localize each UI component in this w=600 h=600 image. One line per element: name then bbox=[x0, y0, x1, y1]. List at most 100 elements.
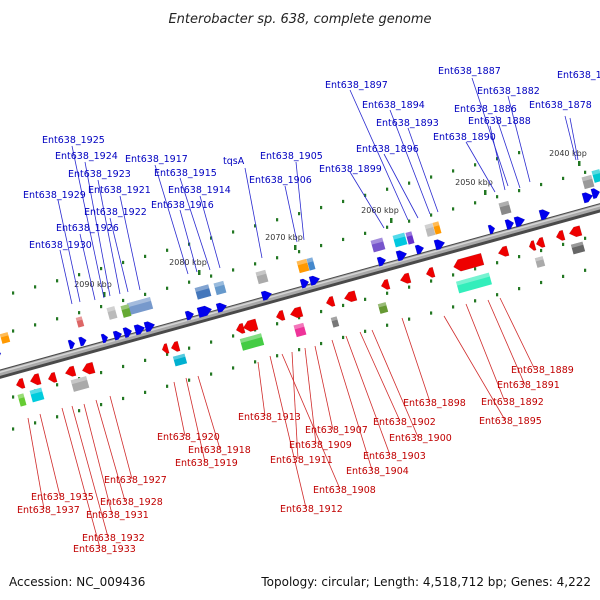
forward-gene-label[interactable]: Ent638_1915 bbox=[154, 168, 217, 179]
forward-gene-label[interactable]: tqsA bbox=[223, 156, 245, 167]
reverse-gene-label[interactable]: Ent638_1932 bbox=[82, 533, 145, 544]
forward-gene-arrow[interactable] bbox=[376, 256, 387, 267]
reverse-gene-arrow[interactable] bbox=[161, 343, 170, 354]
reverse-gene-label[interactable]: Ent638_1913 bbox=[238, 412, 301, 423]
forward-gene-label[interactable]: Ent638_1914 bbox=[168, 185, 231, 196]
reverse-gene-arrow[interactable] bbox=[555, 229, 566, 242]
forward-gene-arrow[interactable] bbox=[590, 187, 600, 200]
forward-gene-arrow[interactable] bbox=[299, 278, 310, 289]
forward-gene-label[interactable]: Ent638_1877 bbox=[557, 70, 600, 81]
forward-gene-arrow[interactable] bbox=[414, 244, 425, 255]
forward-gene-label[interactable]: Ent638_1890 bbox=[433, 132, 496, 143]
reverse-gene-label[interactable]: Ent638_1918 bbox=[188, 445, 251, 456]
forward-gene-label[interactable]: Ent638_1925 bbox=[42, 135, 105, 146]
reverse-gene-arrow[interactable] bbox=[380, 278, 391, 291]
forward-gene-label[interactable]: Ent638_1916 bbox=[151, 200, 214, 211]
forward-gene-label[interactable]: Ent638_1917 bbox=[125, 154, 188, 165]
reverse-gene-label[interactable]: Ent638_1904 bbox=[346, 466, 409, 477]
forward-gene-arrow[interactable] bbox=[581, 191, 594, 204]
reverse-gene-arrow[interactable] bbox=[47, 371, 58, 384]
forward-gene-arrow[interactable] bbox=[100, 333, 109, 344]
reverse-gene-label[interactable]: Ent638_1889 bbox=[511, 365, 574, 376]
forward-gene-label[interactable]: Ent638_1887 bbox=[438, 66, 501, 77]
reverse-gene-arrow[interactable] bbox=[399, 272, 412, 285]
reverse-gene-arrow[interactable] bbox=[235, 322, 246, 335]
forward-gene-arrow[interactable] bbox=[143, 320, 156, 333]
forward-gene-label[interactable]: Ent638_1926 bbox=[56, 223, 119, 234]
forward-gene-label[interactable]: Ent638_1886 bbox=[454, 104, 517, 115]
forward-gene-label[interactable]: Ent638_1922 bbox=[84, 207, 147, 218]
feature-box bbox=[306, 257, 316, 271]
reverse-gene-arrow[interactable] bbox=[568, 225, 583, 239]
forward-gene-label[interactable]: Ent638_1888 bbox=[468, 116, 531, 127]
reverse-gene-label[interactable]: Ent638_1908 bbox=[313, 485, 376, 496]
forward-gene-arrow[interactable] bbox=[308, 274, 321, 286]
forward-gene-label[interactable]: Ent638_1893 bbox=[376, 118, 439, 129]
reverse-gene-arrow[interactable] bbox=[289, 306, 304, 320]
reverse-gene-arrow[interactable] bbox=[29, 373, 42, 386]
forward-gene-arrow[interactable] bbox=[196, 304, 213, 318]
reverse-gene-label[interactable]: Ent638_1900 bbox=[389, 433, 452, 444]
forward-gene-arrow[interactable] bbox=[133, 323, 146, 336]
forward-gene-arrow[interactable] bbox=[112, 330, 123, 341]
reverse-gene-label[interactable]: Ent638_1907 bbox=[305, 425, 368, 436]
forward-gene-label[interactable]: Ent638_1924 bbox=[55, 151, 118, 162]
reverse-gene-label[interactable]: Ent638_1937 bbox=[17, 505, 80, 516]
forward-gene-arrow[interactable] bbox=[260, 289, 273, 301]
forward-gene-label[interactable]: Ent638_1930 bbox=[29, 240, 92, 251]
reverse-gene-label[interactable]: Ent638_1928 bbox=[100, 497, 163, 508]
reverse-gene-arrow[interactable] bbox=[275, 309, 286, 322]
forward-gene-arrow[interactable] bbox=[538, 208, 551, 221]
reverse-gene-arrow[interactable] bbox=[528, 240, 537, 251]
reverse-gene-label[interactable]: Ent638_1902 bbox=[373, 417, 436, 428]
reverse-gene-arrow[interactable] bbox=[535, 236, 546, 249]
forward-gene-arrow[interactable] bbox=[395, 249, 408, 262]
reverse-gene-label[interactable]: Ent638_1903 bbox=[363, 451, 426, 462]
forward-gene-arrow[interactable] bbox=[0, 349, 2, 360]
forward-gene-arrow[interactable] bbox=[487, 224, 496, 235]
forward-gene-label[interactable]: Ent638_1929 bbox=[23, 190, 86, 201]
forward-gene-arrow[interactable] bbox=[78, 336, 87, 347]
reverse-gene-label[interactable]: Ent638_1892 bbox=[481, 397, 544, 408]
reverse-gene-label[interactable]: Ent638_1920 bbox=[157, 432, 220, 443]
reverse-gene-arrow[interactable] bbox=[425, 266, 436, 279]
reverse-gene-label[interactable]: Ent638_1909 bbox=[289, 440, 352, 451]
forward-gene-arrow[interactable] bbox=[513, 215, 526, 228]
reverse-gene-leader-line bbox=[257, 361, 266, 417]
forward-gene-label[interactable]: Ent638_1921 bbox=[88, 185, 151, 196]
reverse-gene-arrow[interactable] bbox=[64, 365, 77, 378]
reverse-gene-arrow[interactable] bbox=[325, 295, 336, 308]
forward-gene-label[interactable]: Ent638_1897 bbox=[325, 80, 388, 91]
forward-gene-arrow[interactable] bbox=[215, 301, 228, 313]
forward-gene-arrow[interactable] bbox=[433, 238, 446, 251]
reverse-gene-label[interactable]: Ent638_1931 bbox=[86, 510, 149, 521]
reverse-gene-arrow[interactable] bbox=[242, 318, 259, 333]
reverse-gene-label[interactable]: Ent638_1891 bbox=[497, 380, 560, 391]
forward-gene-label[interactable]: Ent638_1896 bbox=[356, 144, 419, 155]
forward-gene-label[interactable]: Ent638_1923 bbox=[68, 169, 131, 180]
forward-gene-label[interactable]: Ent638_1899 bbox=[319, 164, 382, 175]
reverse-gene-label[interactable]: Ent638_1919 bbox=[175, 458, 238, 469]
reverse-gene-arrow[interactable] bbox=[15, 377, 26, 390]
reverse-gene-arrow[interactable] bbox=[343, 290, 358, 304]
forward-gene-label[interactable]: Ent638_1906 bbox=[249, 175, 312, 186]
forward-gene-label[interactable]: Ent638_1878 bbox=[529, 100, 592, 111]
reverse-gene-label[interactable]: Ent638_1933 bbox=[73, 544, 136, 555]
reverse-gene-label[interactable]: Ent638_1912 bbox=[280, 504, 343, 515]
forward-gene-label[interactable]: Ent638_1905 bbox=[260, 151, 323, 162]
reverse-gene-arrow[interactable] bbox=[452, 252, 485, 273]
reverse-gene-arrow[interactable] bbox=[170, 340, 181, 353]
reverse-gene-label[interactable]: Ent638_1911 bbox=[270, 455, 333, 466]
forward-gene-arrow[interactable] bbox=[122, 326, 133, 339]
forward-gene-arrow[interactable] bbox=[504, 218, 515, 231]
forward-gene-label[interactable]: Ent638_1882 bbox=[477, 86, 540, 97]
reverse-gene-arrow[interactable] bbox=[81, 361, 96, 376]
forward-gene-arrow[interactable] bbox=[184, 310, 195, 321]
forward-gene-label[interactable]: Ent638_1894 bbox=[362, 100, 425, 111]
forward-gene-arrow[interactable] bbox=[67, 339, 76, 350]
reverse-gene-arrow[interactable] bbox=[497, 245, 510, 258]
reverse-gene-label[interactable]: Ent638_1927 bbox=[104, 475, 167, 486]
reverse-gene-label[interactable]: Ent638_1895 bbox=[479, 416, 542, 427]
reverse-gene-label[interactable]: Ent638_1935 bbox=[31, 492, 94, 503]
reverse-gene-label[interactable]: Ent638_1898 bbox=[403, 398, 466, 409]
